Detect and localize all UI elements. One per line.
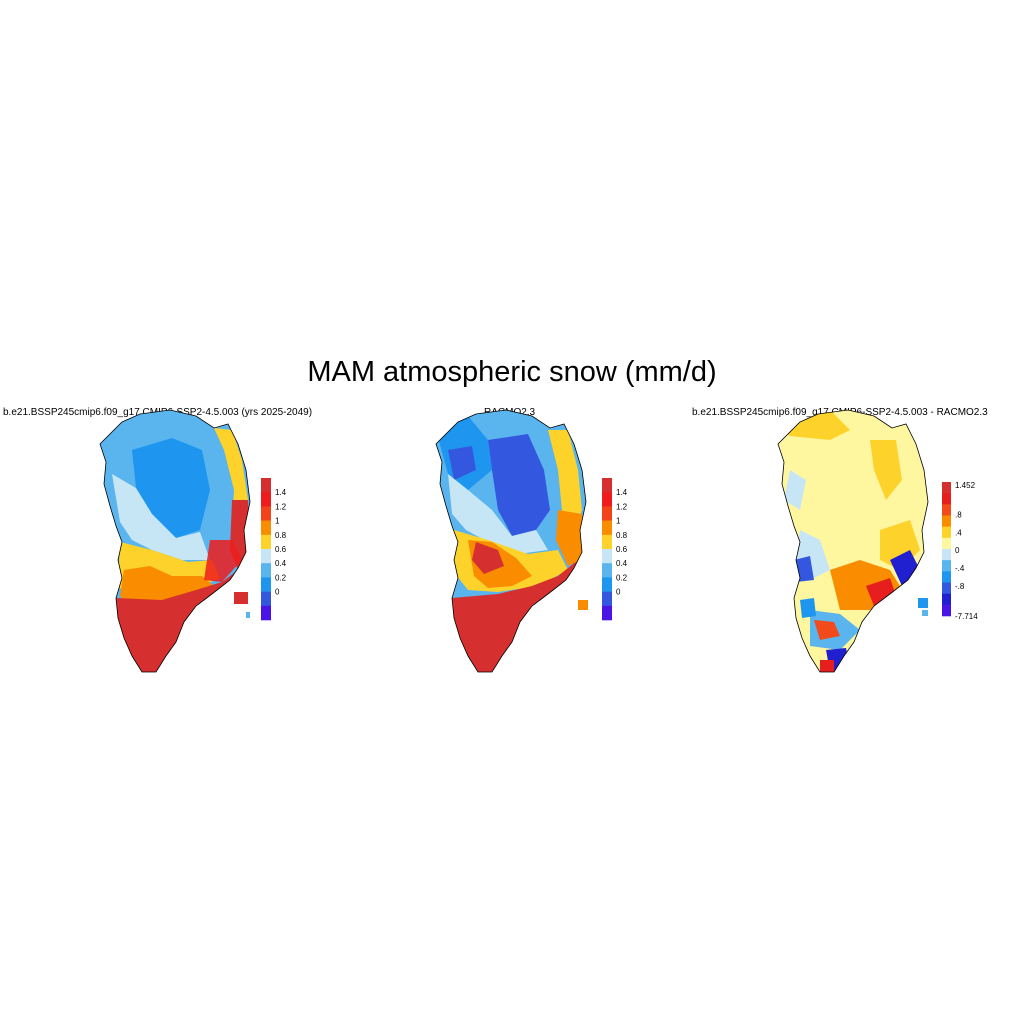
colorbar-tick-label: .8 bbox=[955, 510, 962, 519]
colorbar-swatch bbox=[261, 591, 271, 607]
colorbar-difference: 1.452 .8 .4 0 -.4 -.8 -7.714 bbox=[942, 481, 978, 621]
colorbar-tick-label: .4 bbox=[955, 528, 962, 537]
colorbar-tick-label: 0.8 bbox=[275, 531, 287, 540]
colorbar-swatch bbox=[942, 571, 951, 583]
colorbar-swatch bbox=[261, 492, 271, 507]
map-model bbox=[99, 409, 251, 673]
colorbar-swatch bbox=[942, 560, 951, 572]
colorbar-swatch bbox=[261, 577, 271, 592]
colorbar-tick-label: -.4 bbox=[955, 564, 965, 573]
colorbar-tick-label: 0.6 bbox=[275, 545, 287, 554]
colorbar-swatch bbox=[602, 534, 612, 550]
colorbar-swatch bbox=[942, 537, 951, 550]
figure-title: MAM atmospheric snow (mm/d) bbox=[307, 356, 717, 388]
colorbar-tick-label: 1.4 bbox=[275, 488, 287, 497]
colorbar-swatch bbox=[261, 534, 271, 550]
colorbar-tick-label: 1.2 bbox=[616, 502, 628, 511]
colorbar-swatch bbox=[602, 605, 612, 621]
colorbar-swatch bbox=[261, 478, 271, 493]
colorbar-swatch bbox=[602, 577, 612, 592]
colorbar-tick-label: 0.6 bbox=[616, 545, 628, 554]
colorbar-tick-label: 1.2 bbox=[275, 502, 287, 511]
colorbar-tick-label: 0.2 bbox=[275, 573, 287, 582]
colorbar-swatch bbox=[602, 520, 612, 536]
colorbar-tick-label: 1 bbox=[616, 517, 621, 526]
colorbar-tick-label: 0 bbox=[275, 588, 280, 597]
colorbar-swatch bbox=[942, 493, 951, 505]
colorbar-swatch bbox=[942, 515, 951, 527]
colorbar-swatch bbox=[942, 582, 951, 594]
colorbar-swatch bbox=[942, 482, 951, 494]
colorbar-model: 1.4 1.2 1 0.8 0.6 0.4 0.2 0 bbox=[261, 478, 287, 621]
colorbar-swatch bbox=[602, 563, 612, 578]
colorbar-tick-label: 0 bbox=[955, 546, 960, 555]
colorbar-tick-label: 1.4 bbox=[616, 488, 628, 497]
colorbar-swatch bbox=[261, 520, 271, 536]
colorbar-swatch bbox=[942, 526, 951, 539]
colorbar-racmo: 1.4 1.2 1 0.8 0.6 0.4 0.2 0 bbox=[602, 478, 628, 621]
colorbar-swatch bbox=[942, 549, 951, 561]
colorbar-swatch bbox=[602, 478, 612, 493]
map-difference bbox=[777, 409, 929, 673]
colorbar-swatch bbox=[261, 506, 271, 521]
colorbar-tick-label: -7.714 bbox=[955, 612, 978, 621]
colorbar-swatch bbox=[602, 591, 612, 607]
colorbar-swatch bbox=[602, 492, 612, 507]
colorbar-tick-label: 0.4 bbox=[275, 559, 287, 568]
colorbar-swatch bbox=[602, 506, 612, 521]
colorbar-tick-label: -.8 bbox=[955, 582, 965, 591]
map-racmo bbox=[435, 409, 588, 673]
colorbar-tick-label: 1.452 bbox=[955, 481, 976, 490]
colorbar-swatch bbox=[602, 549, 612, 564]
colorbar-tick-label: 0.8 bbox=[616, 531, 628, 540]
colorbar-tick-label: 1 bbox=[275, 517, 280, 526]
colorbar-tick-label: 0.4 bbox=[616, 559, 628, 568]
colorbar-swatch bbox=[261, 563, 271, 578]
colorbar-swatch bbox=[942, 604, 951, 617]
colorbar-swatch bbox=[942, 504, 951, 516]
colorbar-swatch bbox=[261, 605, 271, 621]
colorbar-tick-label: 0.2 bbox=[616, 573, 628, 582]
colorbar-swatch bbox=[942, 593, 951, 606]
colorbar-swatch bbox=[261, 549, 271, 564]
colorbar-tick-label: 0 bbox=[616, 588, 621, 597]
